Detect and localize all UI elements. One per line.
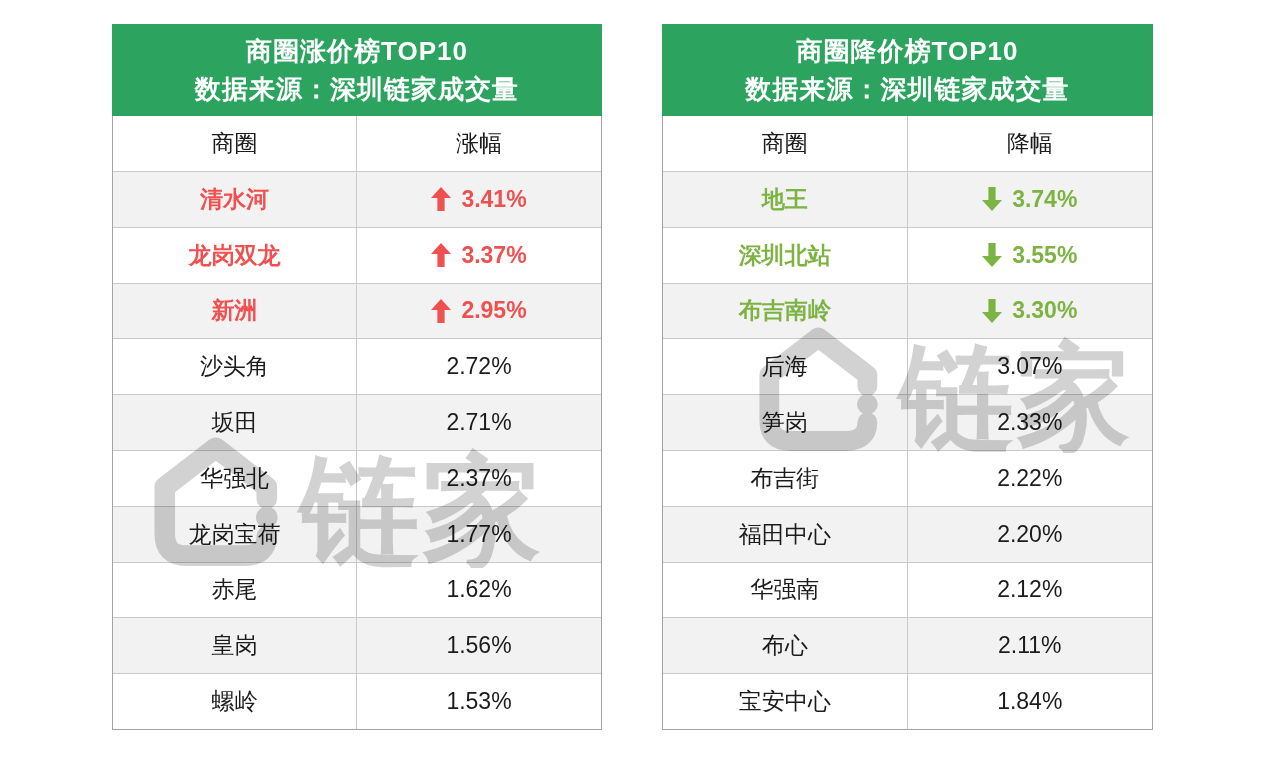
district-name: 坂田 bbox=[113, 395, 357, 450]
change-value: 2.72% bbox=[357, 339, 601, 394]
table-row: 宝安中心 1.84% bbox=[663, 673, 1152, 729]
change-value: 2.12% bbox=[908, 563, 1153, 618]
table-title: 商圈涨价榜TOP10 bbox=[246, 32, 468, 70]
down-arrow-icon bbox=[982, 299, 1002, 323]
district-name: 深圳北站 bbox=[663, 228, 908, 283]
table-row: 清水河 3.41% bbox=[113, 171, 601, 227]
district-name: 龙岗宝荷 bbox=[113, 507, 357, 562]
decrease-table: 商圈降价榜TOP10 数据来源：深圳链家成交量 商圈 降幅 地王 3.74% 深… bbox=[662, 24, 1153, 730]
change-value: 1.77% bbox=[357, 507, 601, 562]
table-row: 龙岗双龙 3.37% bbox=[113, 227, 601, 283]
district-name: 赤尾 bbox=[113, 563, 357, 618]
decrease-table-header: 商圈降价榜TOP10 数据来源：深圳链家成交量 bbox=[662, 24, 1153, 116]
down-arrow-icon bbox=[982, 243, 1002, 267]
table-row: 坂田 2.71% bbox=[113, 394, 601, 450]
district-name: 沙头角 bbox=[113, 339, 357, 394]
table-row: 布吉南岭 3.30% bbox=[663, 283, 1152, 339]
district-name: 布吉南岭 bbox=[663, 284, 908, 339]
change-value: 3.74% bbox=[1012, 186, 1077, 213]
district-name: 笋岗 bbox=[663, 395, 908, 450]
change-cell: 3.74% bbox=[908, 172, 1153, 227]
table-row: 布心 2.11% bbox=[663, 617, 1152, 673]
district-name: 清水河 bbox=[113, 172, 357, 227]
district-name: 宝安中心 bbox=[663, 674, 908, 729]
up-arrow-icon bbox=[431, 243, 451, 267]
table-row: 华强北 2.37% bbox=[113, 450, 601, 506]
change-cell: 3.30% bbox=[908, 284, 1153, 339]
table-row: 后海 3.07% bbox=[663, 338, 1152, 394]
table-row: 新洲 2.95% bbox=[113, 283, 601, 339]
change-value: 1.62% bbox=[357, 563, 601, 618]
change-value: 2.37% bbox=[357, 451, 601, 506]
table-row: 地王 3.74% bbox=[663, 171, 1152, 227]
district-name: 皇岗 bbox=[113, 618, 357, 673]
change-value: 3.37% bbox=[461, 242, 526, 269]
column-header-district: 商圈 bbox=[663, 116, 908, 171]
table-row: 赤尾 1.62% bbox=[113, 562, 601, 618]
table-row: 沙头角 2.72% bbox=[113, 338, 601, 394]
change-value: 1.56% bbox=[357, 618, 601, 673]
column-header-district: 商圈 bbox=[113, 116, 357, 171]
change-value: 2.95% bbox=[461, 297, 526, 324]
column-header-row: 商圈 涨幅 bbox=[113, 116, 601, 171]
table-subtitle: 数据来源：深圳链家成交量 bbox=[746, 70, 1070, 108]
increase-table-header: 商圈涨价榜TOP10 数据来源：深圳链家成交量 bbox=[112, 24, 602, 116]
table-title: 商圈降价榜TOP10 bbox=[797, 32, 1019, 70]
change-value: 3.55% bbox=[1012, 242, 1077, 269]
change-cell: 2.95% bbox=[357, 284, 601, 339]
table-row: 华强南 2.12% bbox=[663, 562, 1152, 618]
change-value: 2.71% bbox=[357, 395, 601, 450]
up-arrow-icon bbox=[431, 187, 451, 211]
table-row: 龙岗宝荷 1.77% bbox=[113, 506, 601, 562]
district-name: 布吉街 bbox=[663, 451, 908, 506]
district-name: 新洲 bbox=[113, 284, 357, 339]
increase-table: 商圈涨价榜TOP10 数据来源：深圳链家成交量 商圈 涨幅 清水河 3.41% … bbox=[112, 24, 602, 730]
district-name: 龙岗双龙 bbox=[113, 228, 357, 283]
change-cell: 3.55% bbox=[908, 228, 1153, 283]
change-cell: 3.37% bbox=[357, 228, 601, 283]
district-name: 后海 bbox=[663, 339, 908, 394]
increase-table-body: 商圈 涨幅 清水河 3.41% 龙岗双龙 3.37% 新洲 2.95% 沙头角 … bbox=[112, 116, 602, 730]
district-name: 华强北 bbox=[113, 451, 357, 506]
table-row: 深圳北站 3.55% bbox=[663, 227, 1152, 283]
district-name: 布心 bbox=[663, 618, 908, 673]
table-row: 皇岗 1.56% bbox=[113, 617, 601, 673]
change-value: 2.11% bbox=[908, 618, 1153, 673]
column-header-fall: 降幅 bbox=[908, 116, 1153, 171]
change-value: 2.33% bbox=[908, 395, 1153, 450]
change-value: 1.84% bbox=[908, 674, 1153, 729]
table-subtitle: 数据来源：深圳链家成交量 bbox=[195, 70, 519, 108]
table-row: 布吉街 2.22% bbox=[663, 450, 1152, 506]
district-name: 地王 bbox=[663, 172, 908, 227]
table-row: 笋岗 2.33% bbox=[663, 394, 1152, 450]
change-value: 3.41% bbox=[461, 186, 526, 213]
table-row: 福田中心 2.20% bbox=[663, 506, 1152, 562]
decrease-table-body: 商圈 降幅 地王 3.74% 深圳北站 3.55% 布吉南岭 3.30% 后海 … bbox=[662, 116, 1153, 730]
change-value: 2.22% bbox=[908, 451, 1153, 506]
up-arrow-icon bbox=[431, 299, 451, 323]
table-row: 螺岭 1.53% bbox=[113, 673, 601, 729]
down-arrow-icon bbox=[982, 187, 1002, 211]
change-value: 3.07% bbox=[908, 339, 1153, 394]
district-name: 华强南 bbox=[663, 563, 908, 618]
change-value: 3.30% bbox=[1012, 297, 1077, 324]
change-cell: 3.41% bbox=[357, 172, 601, 227]
column-header-row: 商圈 降幅 bbox=[663, 116, 1152, 171]
change-value: 1.53% bbox=[357, 674, 601, 729]
district-name: 螺岭 bbox=[113, 674, 357, 729]
column-header-rise: 涨幅 bbox=[357, 116, 601, 171]
change-value: 2.20% bbox=[908, 507, 1153, 562]
district-name: 福田中心 bbox=[663, 507, 908, 562]
